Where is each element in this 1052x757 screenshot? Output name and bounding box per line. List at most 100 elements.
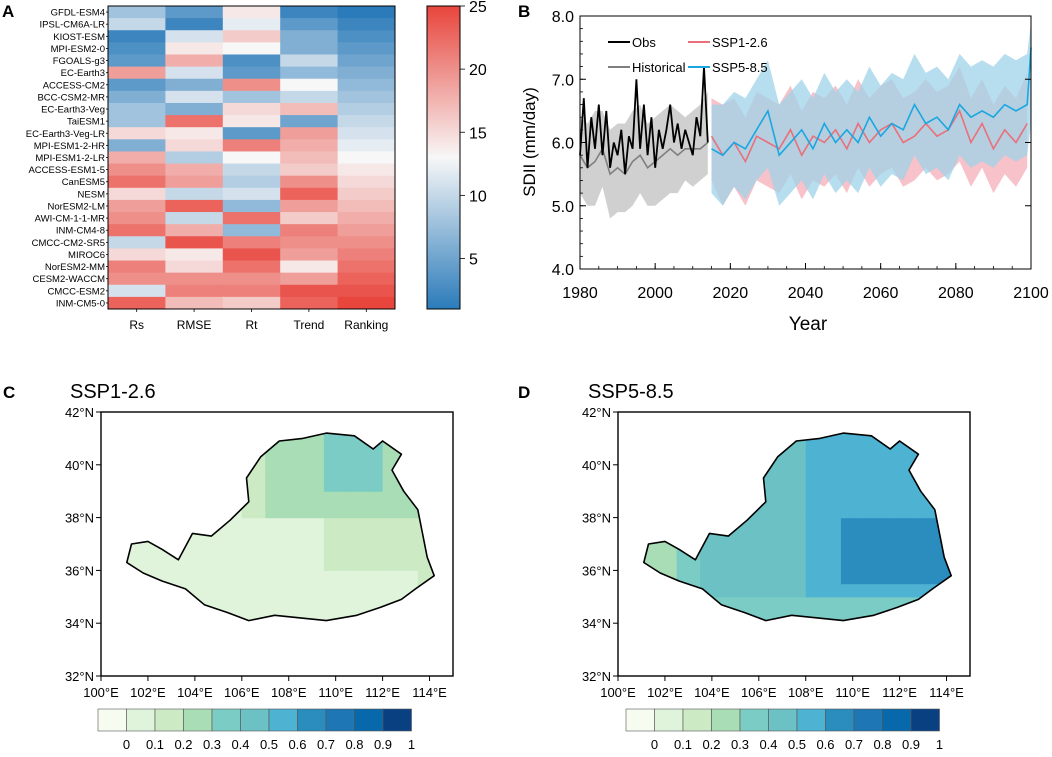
line-b-x-ticks: 1980 2000 2020 2040 2060 2080 2100 [562,263,1049,302]
lat-tick-label: 32°N [582,669,611,684]
legend-label-historical: Historical [632,60,686,75]
map-cell [441,438,453,452]
map-cell [359,504,372,519]
heat-cell [165,102,224,116]
heat-cell [165,175,224,189]
colorbar-label: 0.2 [702,737,720,752]
map-cell [735,433,748,439]
map-cell [758,544,772,558]
heat-cell [222,260,281,274]
map-cell [335,451,348,466]
heat-cell [337,18,396,31]
map-cell [805,596,819,611]
map-boundary [642,432,953,622]
map-cell [887,433,901,439]
map-cell [347,570,360,585]
map-cell [782,517,795,532]
map-cell [265,438,278,453]
map-cell [147,596,161,611]
map-cell [934,491,948,505]
map-cell [394,504,407,519]
lat-tick-label: 34°N [582,616,611,631]
map-cell [429,478,435,492]
map-cell [126,610,137,621]
map-cell [723,438,736,453]
map-cell [723,544,736,558]
map-cell [370,570,384,585]
map-cell [817,504,830,519]
map-cell [852,433,865,439]
map-cell [206,517,219,532]
map-cell [253,464,266,479]
map-cell [126,544,137,558]
map-cell [711,451,725,466]
heat-cell [165,163,224,177]
map-cell [758,438,772,453]
map-cell [643,596,654,611]
map-cell [876,433,889,439]
map-cell [829,464,842,479]
map-cell [852,570,865,585]
colorbar-label: 0.1 [146,737,164,752]
map-cell [335,478,348,492]
map-cell [265,530,278,545]
map-cell [441,544,453,558]
heat-cell [337,6,396,19]
map-cell [876,583,889,598]
map-cell [723,517,736,532]
map-cell [747,504,760,519]
map-cell [782,570,795,585]
map-cell [382,583,395,598]
map-cell [171,596,184,611]
heat-row-label: GFDL-ESM4 [51,8,105,19]
map-cell [864,451,877,466]
map-cell [852,517,865,532]
map-cell [643,544,654,558]
map-cell [147,433,161,439]
map-cell [406,610,419,621]
map-cell [288,517,302,532]
map-cell [676,433,689,439]
map-cell [817,491,830,505]
map-cell [159,517,172,532]
map-cell [735,570,748,585]
map-cell [265,451,278,466]
heat-cell [280,102,339,116]
map-cell [136,544,149,558]
map-cell [159,478,172,492]
map-cell [770,570,783,585]
map-cell [934,557,948,571]
map-cell [394,530,407,545]
map-cell [676,557,689,571]
map-cell [194,557,208,571]
map-cell [840,478,854,492]
map-cell [664,504,678,519]
map-cell [253,557,266,571]
map-cell [406,517,419,532]
heat-cell [337,115,396,128]
map-cell [829,491,842,505]
map-cell [288,438,302,453]
map-cell [147,557,161,571]
map-cell [899,583,912,598]
heat-row-label: MPI-ESM1-2-HR [34,141,105,152]
map-cell [794,570,807,585]
map-cell [136,517,149,532]
heat-cell [222,42,281,55]
map-cell [370,517,384,532]
map-cell [288,557,302,571]
lon-tick-label: 114°E [929,685,964,700]
heat-cell [108,284,166,298]
map-cell [441,452,453,466]
panel-c: C SSP1-2.6 100°E 102°E 104°E 106°E 108°E 110°… [3,381,454,752]
map-cell [829,530,842,545]
map-cell [653,451,666,466]
heat-cell [222,248,281,262]
x-tick-label: 2060 [863,285,899,302]
map-cell [899,557,912,571]
map-cell [359,451,372,466]
map-cell [394,491,407,505]
map-cell [194,517,208,532]
heat-cell [280,127,339,140]
map-cell [805,504,819,519]
